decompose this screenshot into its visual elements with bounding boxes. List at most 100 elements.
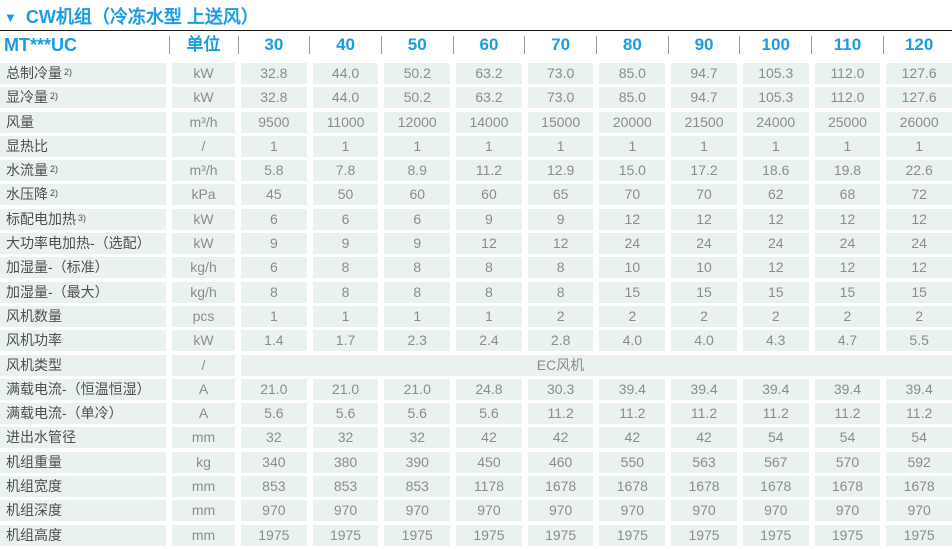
value-cell: 8: [384, 281, 451, 303]
value-cell: 9: [456, 208, 522, 230]
value-cell: 32: [384, 427, 451, 449]
table-row: 风机数量 pcs 1 1 1 1 2 2 2 2 2 2: [0, 305, 952, 327]
value-cell: 460: [527, 451, 594, 473]
value-cell: 24: [671, 233, 737, 255]
value-cell: 970: [742, 500, 809, 522]
value-cell: 1678: [742, 476, 809, 498]
value-cell: 24: [886, 233, 952, 255]
value-cell: 15.0: [599, 160, 666, 182]
value-cell: 6: [384, 208, 451, 230]
value-cell: 1678: [671, 476, 737, 498]
value-cell: 1: [814, 135, 881, 157]
value-cell: 592: [886, 451, 952, 473]
value-cell: 22.6: [886, 160, 952, 182]
value-cell: 4.0: [599, 330, 666, 352]
column-header-60: 60: [452, 31, 522, 59]
value-cell: 21500: [671, 111, 737, 133]
value-cell: 39.4: [671, 378, 737, 400]
value-cell: 1: [384, 135, 451, 157]
value-cell: 390: [384, 451, 451, 473]
value-cell: 1975: [527, 524, 594, 546]
value-cell: 112.0: [814, 87, 881, 109]
value-cell: 450: [456, 451, 522, 473]
value-cell: 11.2: [456, 160, 522, 182]
row-label: 加湿量-（最大）: [0, 281, 166, 303]
row-unit: kg/h: [172, 257, 235, 279]
value-cell: 853: [241, 476, 307, 498]
value-cell: 32.8: [241, 63, 307, 84]
value-cell: 15: [886, 281, 952, 303]
unit-column-header: 单位: [168, 31, 235, 59]
value-cell: 44.0: [312, 87, 379, 109]
row-label: 满载电流-（单冷）: [0, 403, 166, 425]
value-cell: 11.2: [527, 403, 594, 425]
value-cell: 8: [456, 257, 522, 279]
value-cell: 1678: [814, 476, 881, 498]
value-cell: 340: [241, 451, 307, 473]
value-cell: 127.6: [886, 63, 952, 84]
value-cell: 12: [886, 208, 952, 230]
section-title: ▼ CW机组（冷冻水型 上送风）: [0, 0, 952, 30]
value-cell: 70: [671, 184, 737, 206]
value-cell: 2.4: [456, 330, 522, 352]
value-cell: 50.2: [384, 87, 451, 109]
value-cell: 50: [312, 184, 379, 206]
value-cell: 32: [241, 427, 307, 449]
value-cell: 5.6: [241, 403, 307, 425]
row-unit: mm: [172, 427, 235, 449]
column-header-40: 40: [309, 31, 379, 59]
value-cell: 105.3: [742, 63, 809, 84]
value-cell: 9: [384, 233, 451, 255]
row-label: 进出水管径: [0, 427, 166, 449]
row-label: 满载电流-（恒温恒湿）: [0, 378, 166, 400]
value-cell: 6: [312, 208, 379, 230]
value-cell: 8.9: [384, 160, 451, 182]
value-cell: 15000: [527, 111, 594, 133]
value-cell: 1: [742, 135, 809, 157]
value-cell: 550: [599, 451, 666, 473]
value-cell: 2.3: [384, 330, 451, 352]
row-unit: A: [172, 378, 235, 400]
value-cell: 8: [241, 281, 307, 303]
triangle-down-icon: ▼: [4, 9, 17, 25]
value-cell: 73.0: [527, 63, 594, 84]
footnote-ref: 2): [50, 164, 59, 175]
value-cell: 127.6: [886, 87, 952, 109]
value-cell: 1975: [599, 524, 666, 546]
value-cell: 970: [384, 500, 451, 522]
row-unit: mm: [172, 476, 235, 498]
value-cell: 1.7: [312, 330, 379, 352]
value-cell: 62: [742, 184, 809, 206]
value-cell: 5.6: [456, 403, 522, 425]
row-unit: kW: [172, 63, 235, 84]
value-cell: 7.8: [312, 160, 379, 182]
value-cell: 112.0: [814, 63, 881, 84]
value-cell: 2: [742, 305, 809, 327]
table-row: 机组重量 kg 340 380 390 450 460 550 563 567 570 592: [0, 451, 952, 473]
value-cell: 8: [527, 257, 594, 279]
value-cell: 563: [671, 451, 737, 473]
value-cell: 65: [527, 184, 594, 206]
value-cell: 12: [814, 208, 881, 230]
value-cell: 19.8: [814, 160, 881, 182]
value-cell: 1975: [312, 524, 379, 546]
value-cell: 853: [312, 476, 379, 498]
row-label: 水压降 2): [0, 184, 166, 206]
row-label: 水流量 2): [0, 160, 166, 182]
value-cell: 1: [527, 135, 594, 157]
value-cell: 970: [886, 500, 952, 522]
value-cell: 570: [814, 451, 881, 473]
value-cell: 12: [742, 257, 809, 279]
value-cell: 94.7: [671, 87, 737, 109]
value-cell: 21.0: [312, 378, 379, 400]
value-cell: 12: [671, 208, 737, 230]
value-cell: 1678: [599, 476, 666, 498]
value-cell: 72: [886, 184, 952, 206]
value-cell: 8: [312, 257, 379, 279]
value-cell: 70: [599, 184, 666, 206]
table-row: 显冷量 2) kW 32.8 44.0 50.2 63.2 73.0 85.0 94.7 105.3…: [0, 87, 952, 109]
value-cell: 5.8: [241, 160, 307, 182]
column-header-80: 80: [596, 31, 665, 59]
row-unit: kg/h: [172, 281, 235, 303]
value-cell: 853: [384, 476, 451, 498]
